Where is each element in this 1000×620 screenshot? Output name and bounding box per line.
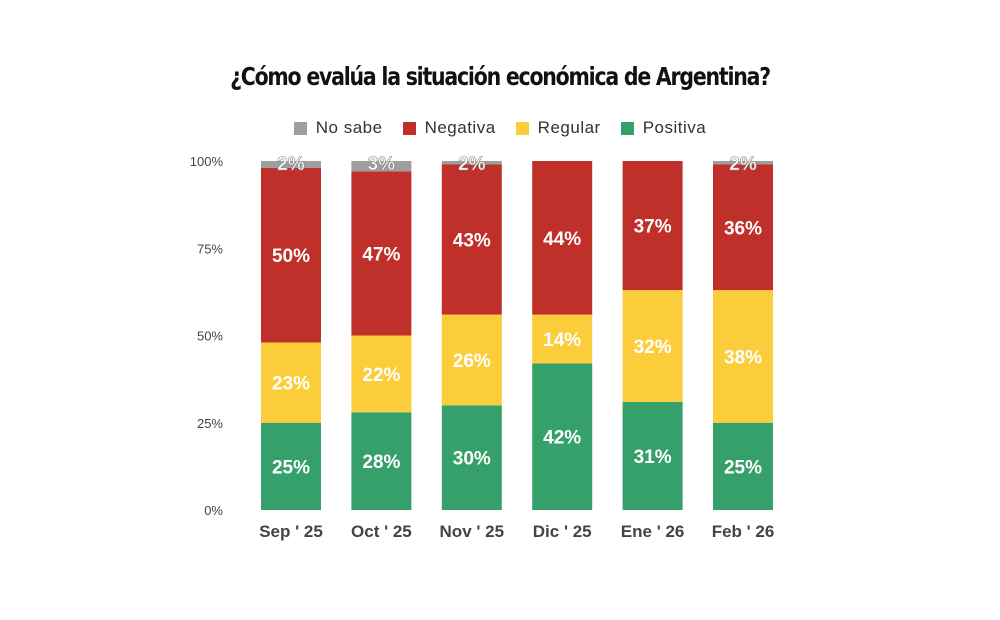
bar-segment-negativa	[622, 161, 683, 291]
data-label: 44%	[543, 229, 581, 250]
data-label: 2%	[729, 154, 757, 175]
bar-segment-positiva	[351, 412, 412, 510]
bar-segment-negativa	[713, 164, 773, 291]
data-label: 42%	[543, 428, 581, 449]
bar-segment-no-sabe	[261, 161, 321, 168]
bar-segment-regular	[261, 342, 321, 423]
data-label: 28%	[362, 452, 400, 473]
x-tick-label: Feb ' 26	[712, 522, 775, 541]
bar-segment-regular	[441, 314, 502, 406]
data-label: 2%	[277, 154, 305, 175]
data-label: 38%	[724, 347, 762, 368]
bar-segment-positiva	[261, 422, 321, 510]
legend-item-no-sabe: No sabe	[293, 118, 383, 138]
bar-segment-positiva	[622, 401, 683, 510]
legend-item-regular: Regular	[515, 118, 601, 138]
legend-label: No sabe	[315, 118, 383, 137]
bar-segment-positiva	[441, 405, 502, 510]
data-label: 25%	[272, 457, 310, 478]
data-label: 30%	[453, 449, 491, 470]
data-label: 22%	[362, 365, 400, 386]
bar-segment-regular	[622, 290, 683, 402]
bar-segment-negativa	[532, 161, 593, 315]
chart-title: ¿Cómo evalúa la situación económica de A…	[230, 62, 771, 91]
data-label: 3%	[368, 154, 396, 175]
data-label: 37%	[634, 217, 672, 238]
legend-swatch	[402, 121, 416, 135]
legend-swatch	[515, 121, 529, 135]
bar-segment-positiva	[532, 363, 593, 510]
data-label: 32%	[634, 337, 672, 358]
data-label: 23%	[272, 374, 310, 395]
x-tick-label: Sep ' 25	[259, 522, 323, 541]
bar-segment-no-sabe	[351, 161, 412, 172]
legend: No sabe Negativa Regular Positiva	[0, 118, 1000, 138]
bar-segment-no-sabe	[441, 161, 502, 165]
bar-segment-regular	[532, 314, 593, 364]
data-label: 47%	[362, 244, 400, 265]
legend-item-positiva: Positiva	[620, 118, 707, 138]
bar-segment-no-sabe	[713, 161, 773, 165]
data-label: 36%	[724, 218, 762, 239]
bar-segment-negativa	[261, 167, 321, 343]
y-tick-label: 25%	[197, 416, 223, 431]
x-tick-label: Nov ' 25	[440, 522, 505, 541]
bar-segment-regular	[713, 290, 773, 423]
data-label: 31%	[634, 447, 672, 468]
y-tick-label: 0%	[204, 503, 223, 518]
y-tick-label: 100%	[190, 154, 224, 169]
legend-label: Negativa	[424, 118, 496, 137]
data-label: 43%	[453, 231, 491, 252]
data-label: 2%	[458, 154, 486, 175]
data-label: 25%	[724, 457, 762, 478]
legend-swatch	[293, 121, 307, 135]
bar-segment-regular	[351, 335, 412, 413]
x-tick-label: Ene ' 26	[621, 522, 685, 541]
y-tick-label: 50%	[197, 329, 223, 344]
legend-label: Regular	[537, 118, 601, 137]
legend-label: Positiva	[642, 118, 707, 137]
bar-segment-negativa	[351, 171, 412, 336]
data-label: 50%	[272, 246, 310, 267]
x-tick-label: Dic ' 25	[533, 522, 592, 541]
x-tick-label: Oct ' 25	[351, 522, 412, 541]
legend-swatch	[620, 121, 634, 135]
data-label: 14%	[543, 330, 581, 351]
bar-segment-positiva	[713, 422, 773, 510]
bar-segment-negativa	[441, 164, 502, 315]
data-label: 26%	[453, 351, 491, 372]
legend-item-negativa: Negativa	[402, 118, 496, 138]
y-tick-label: 75%	[197, 241, 223, 256]
